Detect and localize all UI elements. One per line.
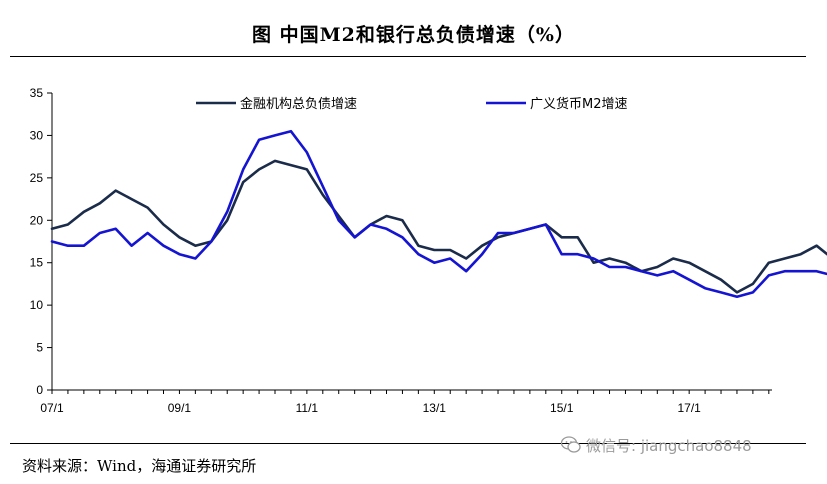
watermark-text: 微信号: jiangchao8848 (586, 436, 752, 455)
y-tick-label: 5 (36, 341, 43, 355)
legend-label-1: 金融机构总负债增速 (240, 96, 357, 112)
y-tick-label: 10 (30, 298, 44, 312)
chart-legend: 金融机构总负债增速 广义货币M2增速 (196, 96, 628, 112)
y-tick-label: 30 (30, 128, 44, 142)
y-tick-label: 20 (30, 213, 44, 227)
series-line-2 (50, 129, 827, 299)
y-tick-label: 35 (30, 86, 44, 100)
chart-series (50, 129, 827, 299)
series-line-1 (50, 159, 827, 294)
wechat-watermark: 微信号: jiangchao8848 (560, 434, 752, 456)
x-tick-label: 13/1 (423, 401, 447, 415)
x-tick-label: 17/1 (677, 401, 701, 415)
y-tick-label: 0 (36, 383, 43, 397)
x-tick-label: 07/1 (40, 401, 64, 415)
x-tick-label: 15/1 (550, 401, 574, 415)
chart-axes: 0 5 10 15 20 25 30 35 07/1 09/1 11/1 13/1 15/1 17/1 (30, 86, 772, 415)
title-divider (10, 56, 806, 57)
y-tick-label: 15 (30, 256, 44, 270)
chart-title: 图 中国M2和银行总负债增速（%） (252, 24, 575, 46)
wechat-icon (560, 436, 581, 453)
y-tick-label: 25 (30, 171, 44, 185)
x-tick-label: 09/1 (168, 401, 192, 415)
legend-label-2: 广义货币M2增速 (530, 96, 628, 112)
footer-divider (10, 443, 806, 444)
x-tick-label: 11/1 (296, 401, 319, 415)
source-note: 资料来源：Wind，海通证券研究所 (22, 457, 257, 475)
